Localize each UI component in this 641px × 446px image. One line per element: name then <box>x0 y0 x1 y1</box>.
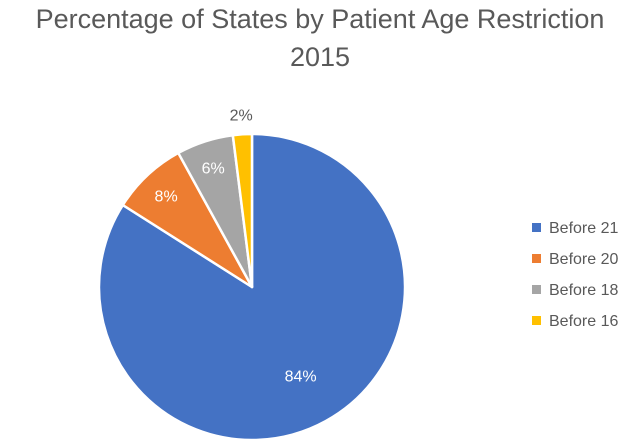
pie-data-labels: 84% 8% 6% 2% <box>155 107 317 385</box>
legend-swatch-before-21 <box>532 223 541 232</box>
pie-slices <box>97 132 407 442</box>
chart-subtitle: 2015 <box>290 42 350 72</box>
legend-swatch-before-18 <box>532 285 541 294</box>
chart-title: Percentage of States by Patient Age Rest… <box>36 4 605 34</box>
legend-label-before-21: Before 21 <box>549 220 618 237</box>
data-label-before-21: 84% <box>285 368 317 385</box>
legend-swatch-before-20 <box>532 254 541 263</box>
legend-label-before-16: Before 16 <box>549 313 618 330</box>
legend-label-before-20: Before 20 <box>549 251 618 268</box>
data-label-before-18: 6% <box>202 161 225 178</box>
legend: Before 21 Before 20 Before 18 Before 16 <box>532 220 618 330</box>
pie-slice-before-16 <box>231 132 254 289</box>
data-label-before-16: 2% <box>230 107 253 124</box>
legend-label-before-18: Before 18 <box>549 282 618 299</box>
data-label-before-20: 8% <box>155 189 178 206</box>
legend-swatch-before-16 <box>532 316 541 325</box>
